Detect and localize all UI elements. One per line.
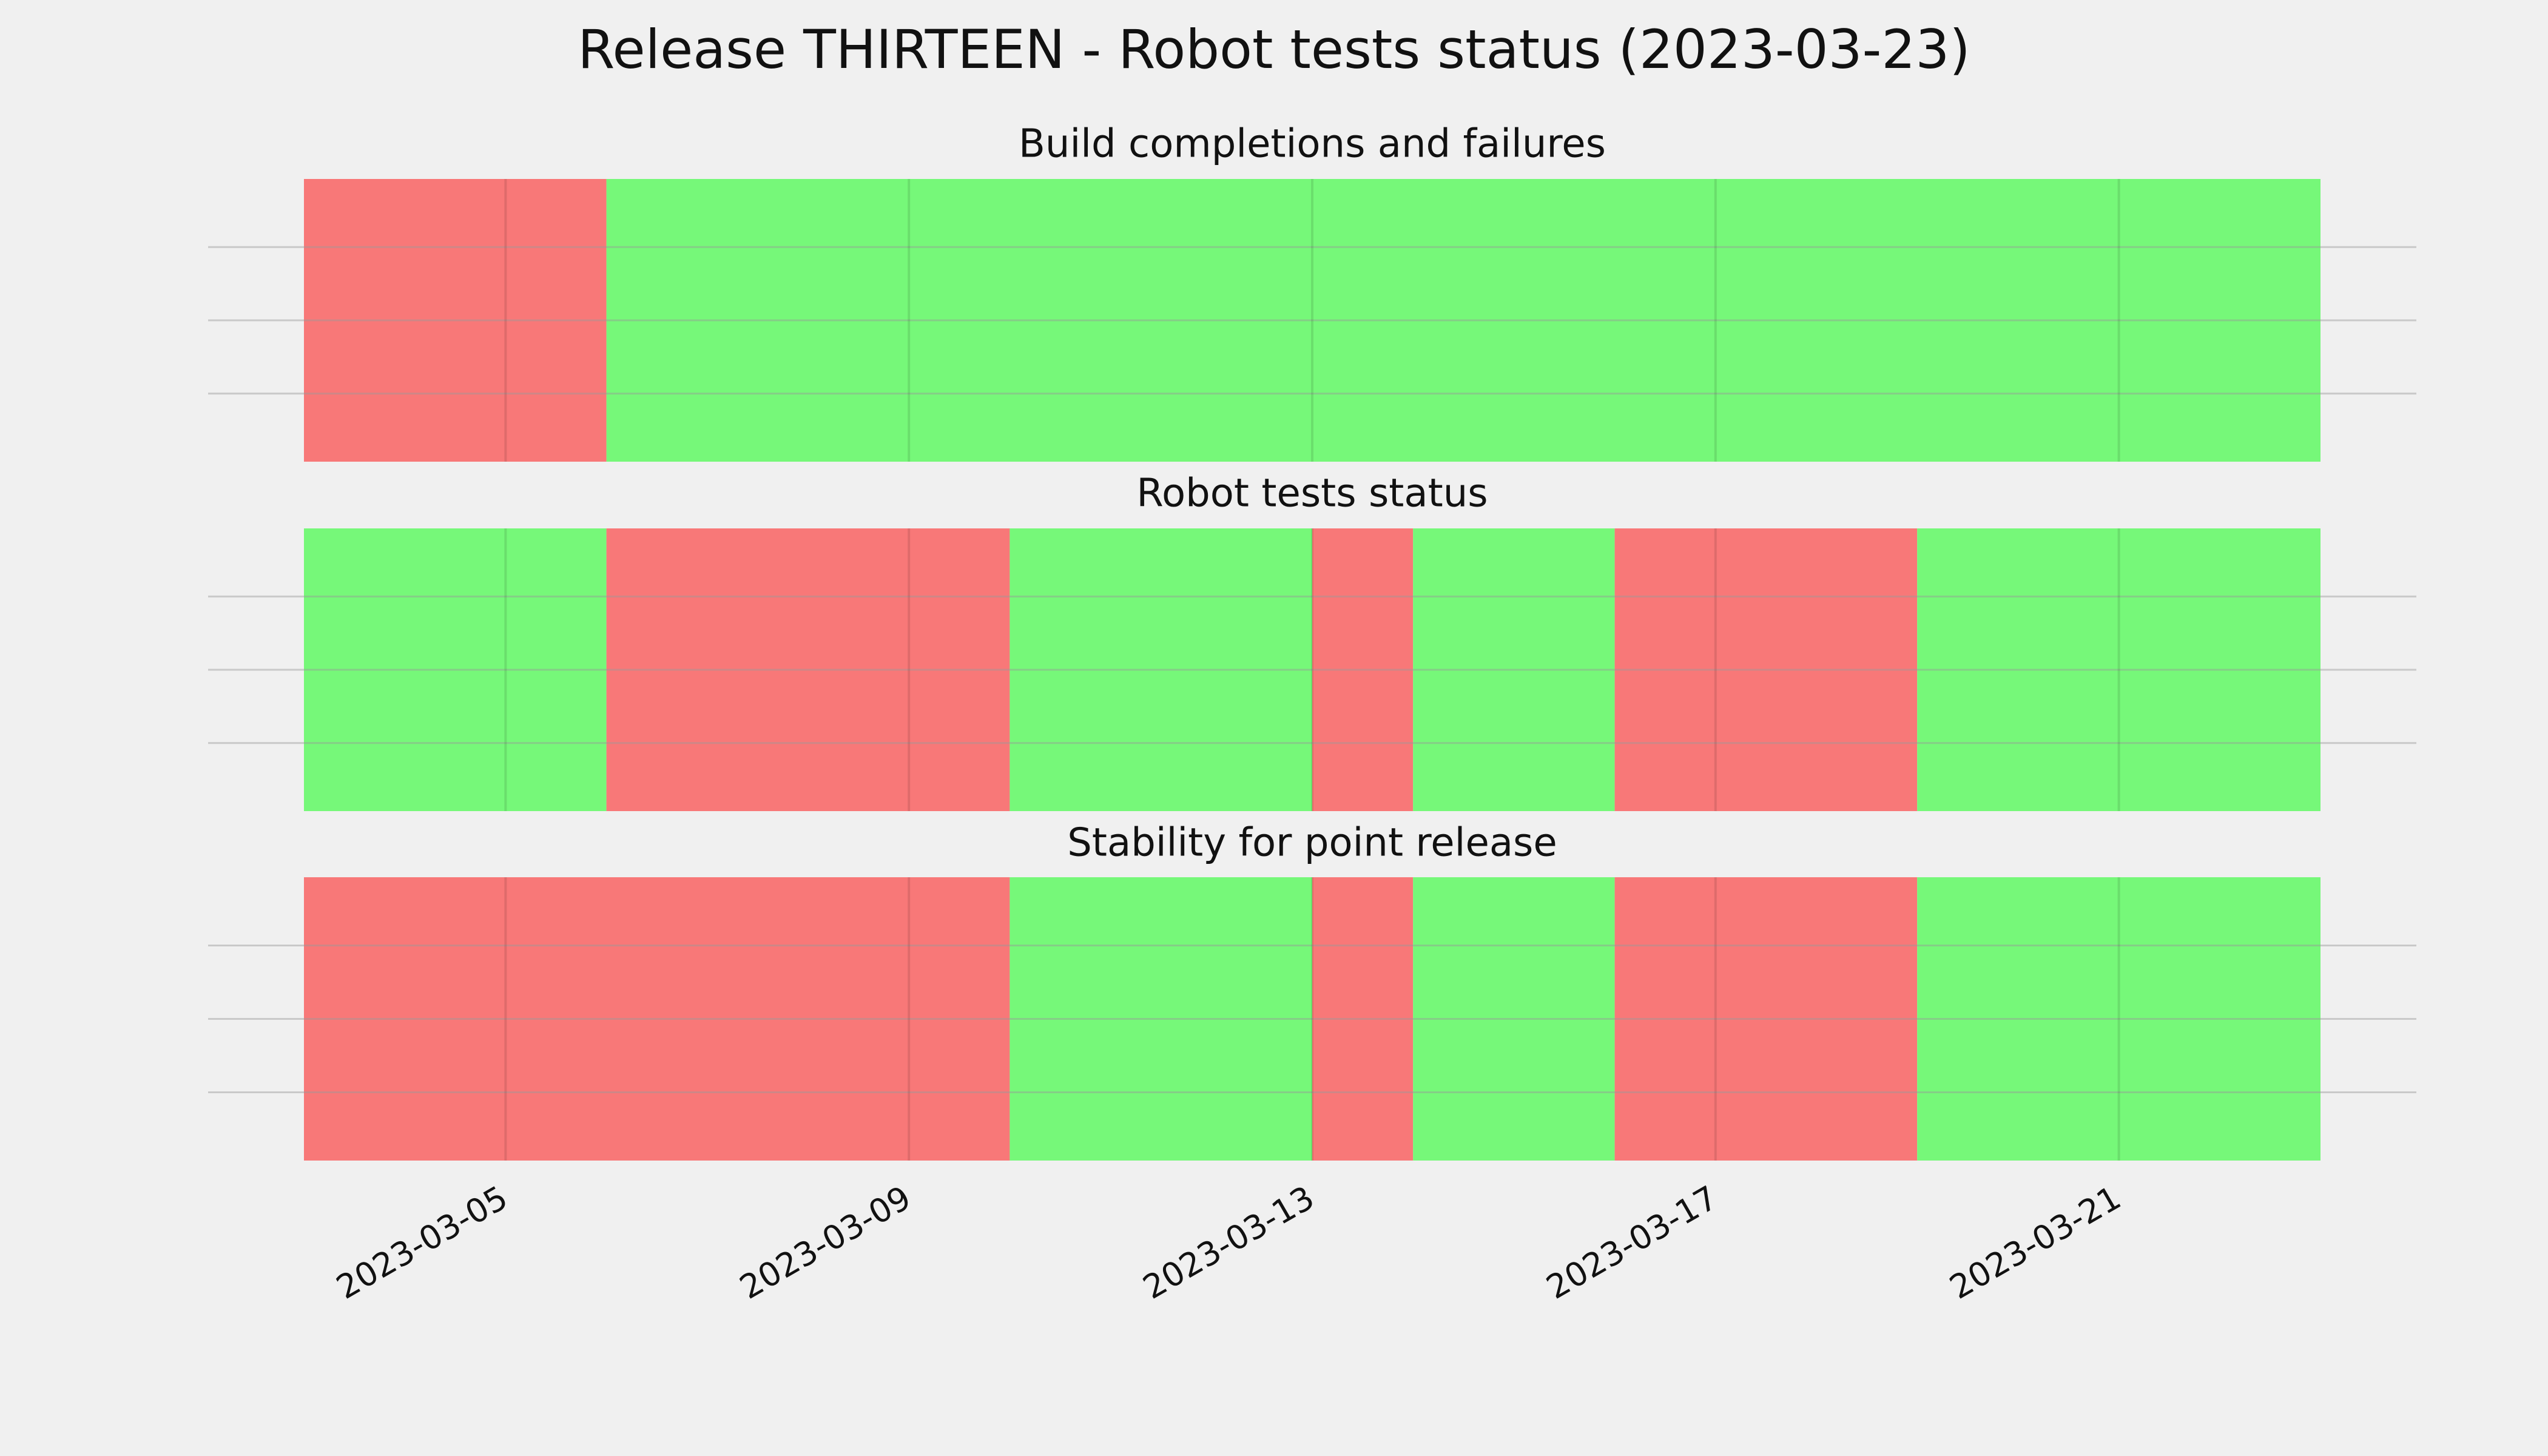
status-span	[1009, 877, 1312, 1161]
status-span	[1614, 877, 1918, 1161]
status-span	[1312, 528, 1414, 811]
status-span	[1413, 528, 1615, 811]
subplot-title: Build completions and failures	[1019, 122, 1606, 167]
status-span	[606, 528, 1010, 811]
status-span	[304, 528, 607, 811]
subplot-title: Stability for point release	[1067, 821, 1557, 866]
chart-title: Release THIRTEEN - Robot tests status (2…	[578, 18, 1970, 81]
status-span	[1614, 528, 1918, 811]
status-span	[606, 179, 2320, 462]
status-span	[304, 179, 607, 462]
status-span	[1917, 528, 2320, 811]
subplot-title: Robot tests status	[1136, 471, 1488, 516]
status-span	[1312, 877, 1414, 1161]
status-span	[304, 877, 1010, 1161]
status-span	[1917, 877, 2320, 1161]
status-span	[1413, 877, 1615, 1161]
status-span	[1009, 528, 1312, 811]
